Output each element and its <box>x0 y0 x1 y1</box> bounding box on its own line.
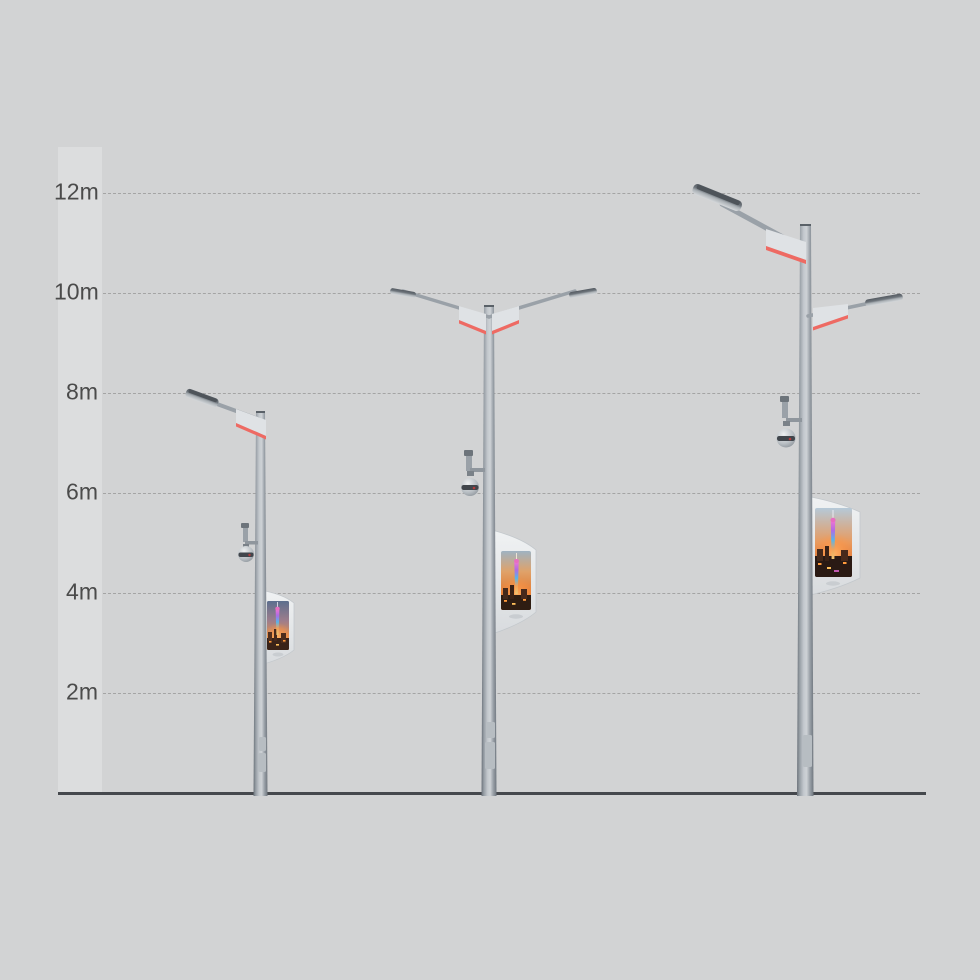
access-panel <box>486 722 495 738</box>
screen-image <box>267 601 289 650</box>
scale-tick-label-6m: 6m <box>66 478 98 505</box>
arm-bracket-left <box>459 306 486 331</box>
pole-cap <box>800 224 811 226</box>
lamp-arm-assembly <box>185 388 266 440</box>
screen-vent <box>272 652 284 657</box>
ptz-dome-camera <box>776 396 802 448</box>
pole-shaft <box>481 305 497 796</box>
scale-tick-label-10m: 10m <box>54 278 99 305</box>
ptz-dome-camera <box>238 523 258 562</box>
screen-image <box>815 508 852 577</box>
lamp-head-icon <box>865 293 903 307</box>
access-panel <box>485 742 495 769</box>
tower-silhouette <box>830 521 836 559</box>
screen-image <box>501 551 531 610</box>
pole-cap <box>256 411 265 413</box>
red-accent-stripe <box>236 423 266 440</box>
led-advertising-screen <box>259 589 295 666</box>
pole-shaft <box>253 411 268 796</box>
tower-silhouette <box>514 562 519 594</box>
lamp-head-icon <box>569 288 597 298</box>
scale-tick-label-8m: 8m <box>66 378 98 405</box>
secondary-lamp-arm-assembly <box>806 293 903 331</box>
red-accent-stripe <box>492 320 519 335</box>
red-accent-stripe <box>459 320 486 335</box>
scale-tick-label-2m: 2m <box>66 678 98 705</box>
arm-bracket-right <box>492 306 519 331</box>
lamp-head-icon <box>390 288 416 298</box>
scale-band <box>58 147 102 793</box>
pole-cap <box>484 305 494 307</box>
camera-antenna-icon <box>464 450 473 456</box>
arm-bracket <box>813 304 848 327</box>
scale-tick-label-4m: 4m <box>66 578 98 605</box>
camera-antenna-icon <box>241 523 249 528</box>
streetlight-pole-tall <box>692 184 903 796</box>
camera-antenna-icon <box>780 396 789 402</box>
access-panel <box>803 735 812 767</box>
gridline-2m <box>103 693 920 694</box>
double-lamp-arm-assembly <box>390 288 597 335</box>
pole-shaft <box>797 224 814 796</box>
access-panel <box>258 753 266 772</box>
gridline-12m <box>103 193 920 194</box>
ptz-dome-camera <box>461 450 485 496</box>
camera-bracket <box>245 541 258 545</box>
access-panel <box>259 737 266 751</box>
led-advertising-screen <box>491 529 537 635</box>
led-advertising-screen <box>805 495 861 597</box>
camera-bracket <box>470 468 485 472</box>
camera-bracket <box>786 418 802 422</box>
gridline-6m <box>103 493 920 494</box>
red-accent-stripe <box>766 246 806 264</box>
screen-vent <box>826 581 840 586</box>
screen-vent <box>509 614 523 619</box>
main-lamp-arm-assembly <box>692 184 806 264</box>
lamp-head-icon <box>692 184 742 212</box>
red-accent-stripe <box>813 315 848 331</box>
gridline-10m <box>103 293 920 294</box>
lamp-head-icon <box>185 388 219 408</box>
streetlight-pole-medium <box>390 288 597 796</box>
arm-bracket <box>766 229 806 260</box>
arm-bracket <box>236 409 266 436</box>
tower-silhouette <box>275 609 280 635</box>
scale-tick-label-12m: 12m <box>54 178 99 205</box>
streetlight-pole-small <box>185 388 295 796</box>
gridline-8m <box>103 393 920 394</box>
